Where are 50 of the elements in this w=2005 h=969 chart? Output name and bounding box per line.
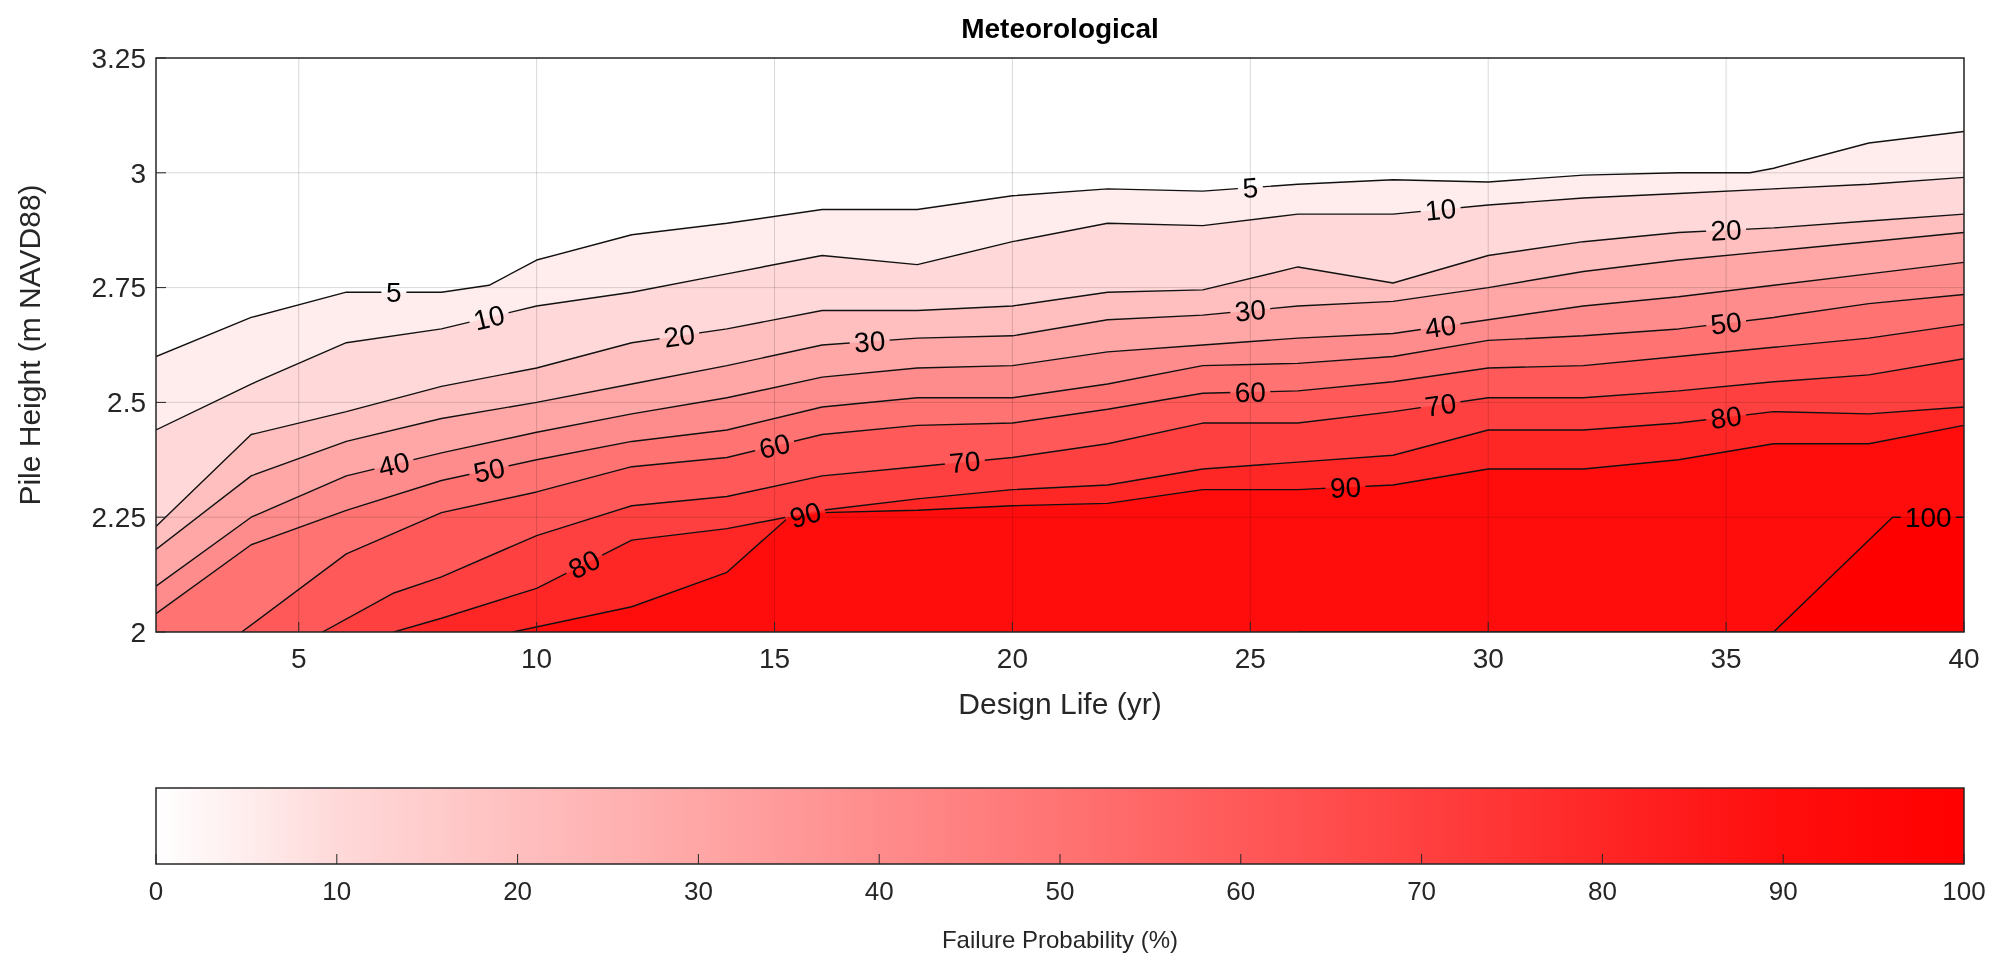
series-label: 100	[1904, 502, 1952, 533]
color-bar-label: 0	[148, 876, 164, 906]
series-label: 50	[1708, 306, 1744, 341]
series-label: 80	[563, 543, 606, 586]
color-bar-title: Failure Probability (%)	[941, 926, 1179, 953]
series-label: 5	[386, 276, 402, 308]
color-bar-label: 60	[1226, 876, 1256, 906]
series-label: 90	[1329, 471, 1362, 504]
text: 60	[755, 427, 794, 466]
y-tick-label: 2.25	[91, 502, 146, 533]
color-bar-label: 70	[1407, 876, 1437, 906]
x-tick-label: 25	[1234, 643, 1266, 674]
color-bar-label: 10	[322, 876, 352, 906]
x-tick-label: 35	[1710, 643, 1742, 674]
text: 30	[853, 325, 887, 359]
color-bar-label: 100	[1942, 876, 1986, 906]
color-bar-label: 50	[1045, 876, 1075, 906]
x-tick-label: 40	[1948, 643, 1980, 674]
x-axis-title: Design Life (yr)	[958, 687, 1162, 720]
x-tick-label: 30	[1472, 643, 1504, 674]
text: 5	[1241, 172, 1260, 205]
y-tick-label: 2	[130, 616, 146, 648]
y-axis-title: Pile Height (m NAVD88)	[13, 184, 46, 506]
text: 50	[470, 451, 508, 489]
text: 80	[1708, 400, 1744, 435]
y-tick-label: 3	[130, 157, 146, 189]
y-tick-label: 2.5	[107, 387, 146, 419]
x-tick-label: 5	[290, 643, 307, 674]
color-bar-label: 20	[503, 876, 533, 906]
series-label: 70	[1423, 387, 1459, 423]
color-bar-label: 90	[1768, 876, 1798, 906]
y-tick-label: 2.75	[91, 272, 146, 304]
chart-title: Meteorological	[961, 13, 1159, 44]
color-bar-label: 40	[864, 876, 894, 906]
series-label: 40	[375, 445, 413, 484]
text: 70	[947, 445, 982, 480]
series-label: 30	[1233, 293, 1268, 328]
series-label: 20	[661, 318, 698, 354]
x-tick-label: 15	[758, 643, 791, 674]
text: 10	[1423, 192, 1458, 227]
x-tick-label: 10	[521, 643, 553, 674]
y-tick-label: 3.25	[91, 42, 146, 74]
series-label: 10	[470, 299, 508, 337]
series-label: 60	[1234, 376, 1267, 409]
color-bar-label: 30	[683, 876, 713, 906]
x-tick-label: 20	[996, 643, 1028, 674]
color-bar-label: 80	[1587, 876, 1617, 906]
text: 40	[1423, 309, 1459, 345]
text: 90	[786, 496, 825, 535]
text: 20	[1709, 214, 1743, 247]
